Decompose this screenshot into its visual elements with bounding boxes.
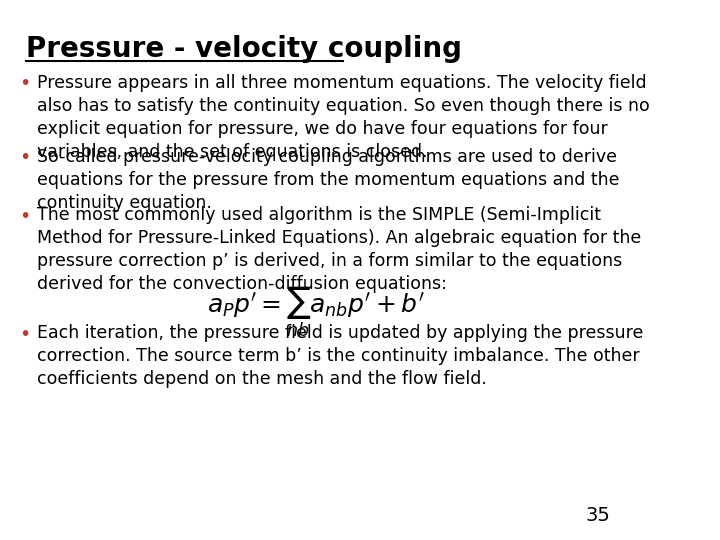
Text: •: • — [19, 148, 30, 167]
Text: $a_P p' = \sum_{nb} a_{nb} p' + b'$: $a_P p' = \sum_{nb} a_{nb} p' + b'$ — [207, 285, 426, 340]
Text: So-called pressure-velocity coupling algorithms are used to derive
equations for: So-called pressure-velocity coupling alg… — [37, 148, 619, 212]
Text: Each iteration, the pressure field is updated by applying the pressure
correctio: Each iteration, the pressure field is up… — [37, 325, 643, 388]
Text: •: • — [19, 325, 30, 343]
Text: Pressure - velocity coupling: Pressure - velocity coupling — [27, 35, 462, 63]
Text: 35: 35 — [586, 506, 611, 525]
Text: Pressure appears in all three momentum equations. The velocity field
also has to: Pressure appears in all three momentum e… — [37, 74, 649, 161]
Text: The most commonly used algorithm is the SIMPLE (Semi-Implicit
Method for Pressur: The most commonly used algorithm is the … — [37, 206, 641, 293]
Text: •: • — [19, 206, 30, 226]
Text: •: • — [19, 74, 30, 93]
